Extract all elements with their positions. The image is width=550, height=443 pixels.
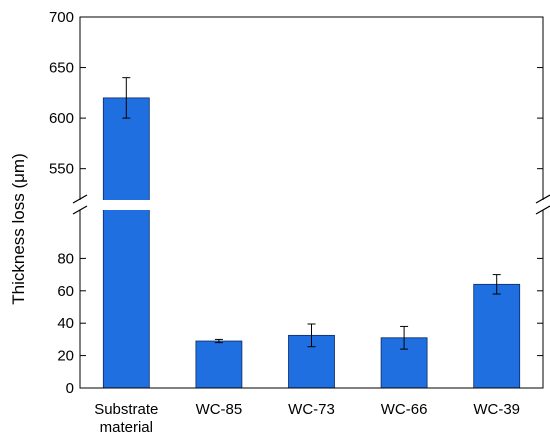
break-mark-0-a bbox=[72, 194, 88, 204]
x-tick-label-2: WC-73 bbox=[288, 401, 335, 418]
break-mark-0-b bbox=[72, 205, 88, 215]
plot-frame-lower bbox=[79, 210, 544, 389]
y-tick-label-3: 60 bbox=[57, 283, 74, 300]
y-tick-label-2: 40 bbox=[57, 315, 74, 332]
break-mark-1-a bbox=[535, 194, 550, 204]
y-axis-title: Thickness loss (μm) bbox=[9, 153, 28, 304]
x-tick-label-0-line-0: Substrate bbox=[94, 401, 158, 418]
x-tick-label-4: WC-39 bbox=[473, 401, 520, 418]
x-tick-label-1: WC-85 bbox=[196, 401, 243, 418]
x-tick-label-0-line-1: material bbox=[100, 419, 153, 436]
y-tick-label-5: 550 bbox=[49, 161, 74, 178]
plot-frame-upper bbox=[79, 16, 544, 200]
bar-4 bbox=[473, 283, 521, 389]
axis-break-gap bbox=[68, 200, 550, 210]
bar-0 bbox=[102, 97, 150, 389]
y-tick-label-4: 80 bbox=[57, 250, 74, 267]
y-tick-label-1: 20 bbox=[57, 348, 74, 365]
x-tick-label-3: WC-66 bbox=[381, 401, 428, 418]
break-mark-1-b bbox=[535, 205, 550, 215]
y-tick-label-0: 0 bbox=[66, 380, 74, 397]
y-tick-label-7: 650 bbox=[49, 60, 74, 77]
y-tick-label-8: 700 bbox=[49, 9, 74, 26]
y-tick-label-6: 600 bbox=[49, 110, 74, 127]
bar-1 bbox=[195, 340, 243, 389]
